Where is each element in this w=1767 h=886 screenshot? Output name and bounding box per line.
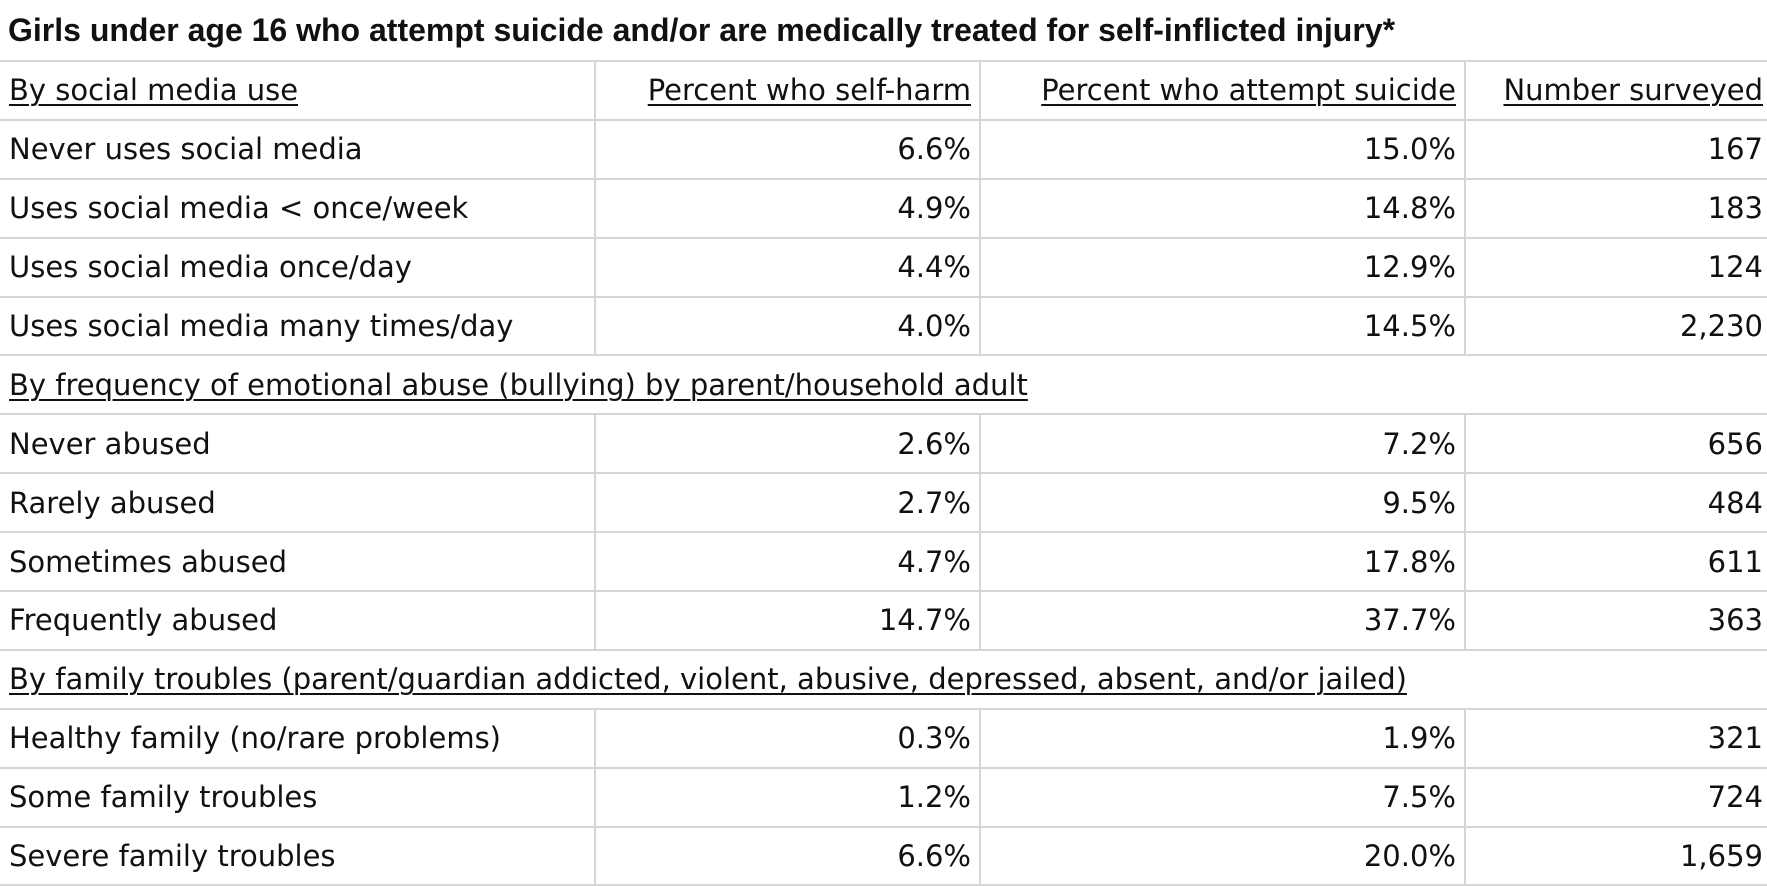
table-row: Uses social media once/day 4.4% 12.9% 12…: [0, 238, 1767, 298]
column-header-number-surveyed: Number surveyed: [1503, 73, 1763, 108]
row-label: Uses social media many times/day: [0, 297, 596, 355]
table-row: Rarely abused 2.7% 9.5% 484: [0, 474, 1767, 534]
self-harm-value: 6.6%: [596, 120, 981, 178]
surveyed-value: 484: [1707, 485, 1763, 520]
row-label: Healthy family (no/rare problems): [0, 709, 596, 767]
column-header-self-harm: Percent who self-harm: [647, 73, 971, 108]
row-label: Uses social media < once/week: [0, 179, 596, 237]
self-harm-value: 4.0%: [596, 297, 981, 355]
attempt-suicide-value: 9.5%: [981, 474, 1466, 532]
row-label: Frequently abused: [0, 592, 596, 649]
row-label: Some family troubles: [0, 768, 596, 826]
attempt-suicide-value: 20.0%: [981, 827, 1466, 885]
surveyed-value: 2,230: [1679, 309, 1763, 343]
self-harm-value: 4.9%: [596, 179, 981, 237]
attempt-suicide-value: 12.9%: [981, 238, 1466, 296]
row-label: Uses social media once/day: [0, 238, 596, 296]
self-harm-value: 2.6%: [596, 415, 981, 473]
table-title: Girls under age 16 who attempt suicide a…: [0, 0, 1767, 62]
surveyed-value: 363: [1707, 603, 1763, 638]
header-row: By social media use Percent who self-har…: [0, 62, 1767, 121]
table-row: Healthy family (no/rare problems) 0.3% 1…: [0, 709, 1767, 769]
row-label: Never abused: [0, 415, 596, 473]
table-row: Severe family troubles 6.6% 20.0% 1,659: [0, 827, 1767, 886]
self-harm-value: 14.7%: [596, 592, 981, 649]
table-row: Uses social media many times/day 4.0% 14…: [0, 297, 1767, 357]
column-header-attempt-suicide: Percent who attempt suicide: [1041, 73, 1456, 108]
attempt-suicide-value: 14.8%: [981, 179, 1466, 237]
attempt-suicide-value: 15.0%: [981, 120, 1466, 178]
table-row: Never uses social media 6.6% 15.0% 167: [0, 120, 1767, 180]
surveyed-value: 656: [1707, 426, 1763, 461]
attempt-suicide-value: 7.2%: [981, 415, 1466, 473]
surveyed-value: 611: [1707, 544, 1763, 579]
surveyed-value: 1,659: [1679, 839, 1763, 874]
section-row: By frequency of emotional abuse (bullyin…: [0, 356, 1767, 416]
section-heading-social-media: By social media use: [9, 73, 299, 108]
surveyed-value: 167: [1707, 132, 1763, 167]
row-label: Severe family troubles: [0, 827, 596, 885]
attempt-suicide-value: 37.7%: [981, 592, 1466, 649]
self-harm-value: 1.2%: [596, 768, 981, 826]
attempt-suicide-value: 7.5%: [981, 768, 1466, 826]
self-harm-value: 4.4%: [596, 238, 981, 296]
row-label: Never uses social media: [0, 120, 596, 178]
surveyed-value: 724: [1707, 780, 1763, 815]
self-harm-value: 6.6%: [596, 827, 981, 885]
table-row: Some family troubles 1.2% 7.5% 724: [0, 768, 1767, 828]
table-row: Frequently abused 14.7% 37.7% 363: [0, 592, 1767, 651]
self-harm-value: 4.7%: [596, 533, 981, 591]
section-heading-family-troubles: By family troubles (parent/guardian addi…: [9, 662, 1407, 697]
row-label: Rarely abused: [0, 474, 596, 532]
surveyed-value: 321: [1707, 721, 1763, 756]
attempt-suicide-value: 1.9%: [981, 709, 1466, 767]
table-row: Never abused 2.6% 7.2% 656: [0, 415, 1767, 475]
section-heading-emotional-abuse: By frequency of emotional abuse (bullyin…: [9, 367, 1028, 402]
self-harm-value: 2.7%: [596, 474, 981, 532]
row-label: Sometimes abused: [0, 533, 596, 591]
table-row: Uses social media < once/week 4.9% 14.8%…: [0, 179, 1767, 239]
surveyed-value: 183: [1707, 191, 1763, 226]
section-row: By family troubles (parent/guardian addi…: [0, 651, 1767, 710]
attempt-suicide-value: 14.5%: [981, 297, 1466, 355]
attempt-suicide-value: 17.8%: [981, 533, 1466, 591]
self-harm-value: 0.3%: [596, 709, 981, 767]
surveyed-value: 124: [1707, 250, 1763, 285]
table-row: Sometimes abused 4.7% 17.8% 611: [0, 533, 1767, 593]
